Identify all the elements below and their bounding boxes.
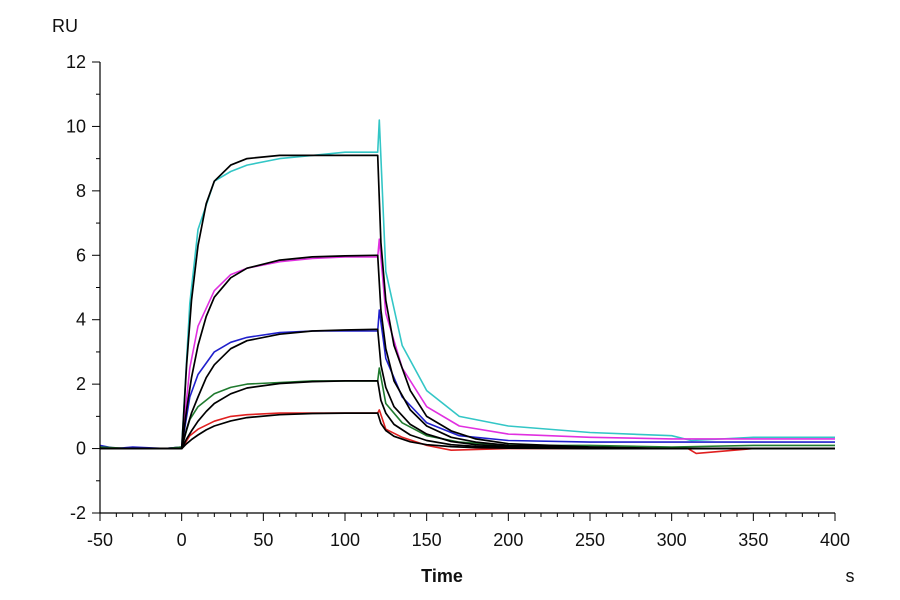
series-layer: [99, 119, 835, 455]
y-tick-label: 8: [76, 181, 86, 201]
x-tick-label: 150: [412, 530, 442, 550]
series-line-magenta: [99, 238, 835, 450]
x-tick-label: 400: [820, 530, 850, 550]
x-axis-unit: s: [846, 566, 855, 586]
series-line-cyan: [99, 119, 835, 450]
y-tick-label: 10: [66, 116, 86, 136]
x-tick-label: 300: [657, 530, 687, 550]
x-tick-label: 100: [330, 530, 360, 550]
y-axis-label: RU: [52, 16, 78, 36]
x-tick-label: 350: [738, 530, 768, 550]
x-tick-label: 50: [253, 530, 273, 550]
y-tick-label: 4: [76, 310, 86, 330]
fit-curve-3: [100, 328, 835, 450]
x-tick-label: 200: [493, 530, 523, 550]
y-tick-label: 12: [66, 52, 86, 72]
y-tick-label: 6: [76, 245, 86, 265]
ticks-layer: -2 0 2 4 6 8 10 12 -50 0 50 100 150 200 250 300 350 400: [66, 52, 850, 550]
x-axis-label: Time: [421, 566, 463, 586]
fit-curve-1: [100, 154, 835, 450]
y-tick-label: 2: [76, 374, 86, 394]
y-tick-label: 0: [76, 439, 86, 459]
fit-curve-5: [100, 412, 835, 450]
x-tick-label: 0: [177, 530, 187, 550]
x-tick-label: 250: [575, 530, 605, 550]
y-tick-label: -2: [70, 503, 86, 523]
x-tick-label: -50: [87, 530, 113, 550]
fit-curve-2: [100, 254, 835, 450]
